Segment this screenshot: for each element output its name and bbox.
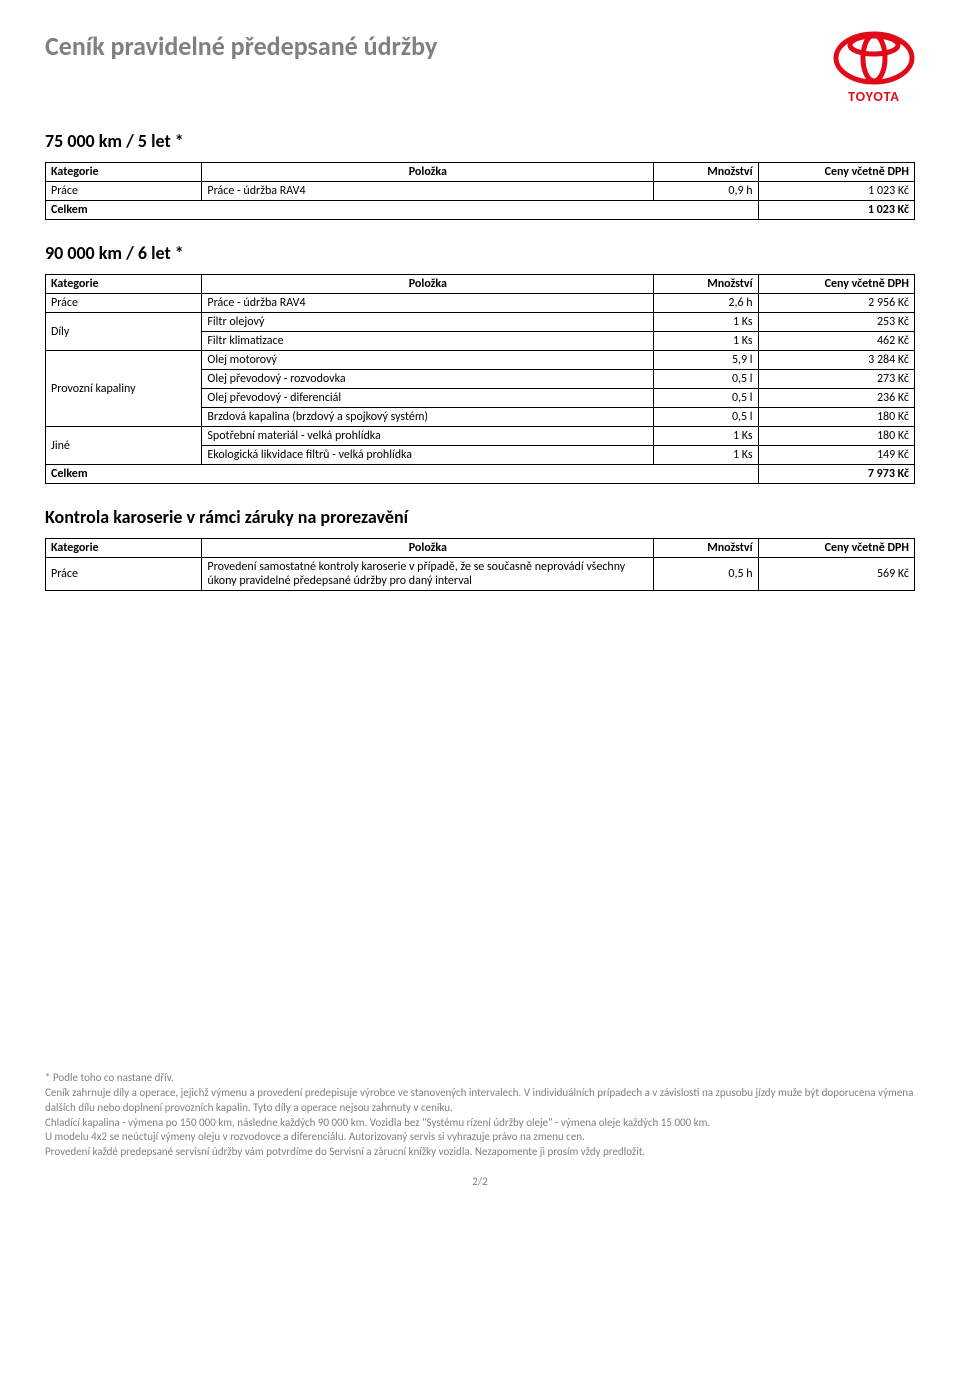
cell-qty: 0,5 l <box>654 370 758 389</box>
footnote-line: Chladící kapalina - výmena po 150 000 km… <box>45 1116 915 1131</box>
th-qty: Množství <box>654 275 758 294</box>
total-value: 7 973 Kč <box>758 465 914 484</box>
th-category: Kategorie <box>46 539 202 558</box>
cell-item: Filtr olejový <box>202 313 654 332</box>
cell-item: Spotřební materiál - velká prohlídka <box>202 427 654 446</box>
price-table-90k: Kategorie Položka Množství Ceny včetně D… <box>45 274 915 484</box>
cell-price: 569 Kč <box>758 558 914 591</box>
price-table-corrosion: Kategorie Položka Množství Ceny včetně D… <box>45 538 915 591</box>
cell-qty: 1 Ks <box>654 313 758 332</box>
cell-qty: 0,5 l <box>654 408 758 427</box>
cell-item: Práce - údržba RAV4 <box>202 294 654 313</box>
cell-category: Jiné <box>46 427 202 465</box>
table-row: Práce Provedení samostatné kontroly karo… <box>46 558 915 591</box>
cell-qty: 0,9 h <box>654 182 758 201</box>
cell-price: 1 023 Kč <box>758 182 914 201</box>
section-title-90k: 90 000 km / 6 let * <box>45 242 915 264</box>
cell-category: Díly <box>46 313 202 351</box>
table-row: Práce Práce - údržba RAV4 0,9 h 1 023 Kč <box>46 182 915 201</box>
section-title-75k: 75 000 km / 5 let * <box>45 130 915 152</box>
cell-qty: 5,9 l <box>654 351 758 370</box>
cell-category: Práce <box>46 182 202 201</box>
page-title: Ceník pravidelné předepsané údržby <box>45 30 437 62</box>
cell-qty: 0,5 l <box>654 389 758 408</box>
cell-price: 180 Kč <box>758 427 914 446</box>
toyota-logo: TOYOTA <box>833 30 915 105</box>
cell-price: 180 Kč <box>758 408 914 427</box>
cell-item: Ekologická likvidace filtrů - velká proh… <box>202 446 654 465</box>
cell-category: Provozní kapaliny <box>46 351 202 427</box>
th-category: Kategorie <box>46 275 202 294</box>
footnote-line: U modelu 4x2 se neúctují výmeny oleju v … <box>45 1130 915 1145</box>
cell-price: 236 Kč <box>758 389 914 408</box>
total-value: 1 023 Kč <box>758 201 914 220</box>
cell-item: Práce - údržba RAV4 <box>202 182 654 201</box>
cell-price: 462 Kč <box>758 332 914 351</box>
total-row: Celkem 1 023 Kč <box>46 201 915 220</box>
footnote-line: Ceník zahrnuje díly a operace, jejichž v… <box>45 1086 915 1116</box>
cell-item: Olej převodový - rozvodovka <box>202 370 654 389</box>
cell-price: 273 Kč <box>758 370 914 389</box>
table-row: Jiné Spotřební materiál - velká prohlídk… <box>46 427 915 446</box>
th-qty: Množství <box>654 163 758 182</box>
footnote-line: Provedení každé predepsané servisní údrž… <box>45 1145 915 1160</box>
cell-qty: 1 Ks <box>654 446 758 465</box>
cell-item: Olej převodový - diferenciál <box>202 389 654 408</box>
cell-item: Brzdová kapalina (brzdový a spojkový sys… <box>202 408 654 427</box>
table-row: Provozní kapaliny Olej motorový 5,9 l 3 … <box>46 351 915 370</box>
total-row: Celkem 7 973 Kč <box>46 465 915 484</box>
total-label: Celkem <box>46 201 759 220</box>
cell-qty: 2,6 h <box>654 294 758 313</box>
cell-price: 149 Kč <box>758 446 914 465</box>
cell-item: Filtr klimatizace <box>202 332 654 351</box>
th-qty: Množství <box>654 539 758 558</box>
cell-qty: 1 Ks <box>654 332 758 351</box>
table-row: Díly Filtr olejový 1 Ks 253 Kč <box>46 313 915 332</box>
cell-category: Práce <box>46 558 202 591</box>
th-category: Kategorie <box>46 163 202 182</box>
total-label: Celkem <box>46 465 759 484</box>
cell-qty: 0,5 h <box>654 558 758 591</box>
cell-category: Práce <box>46 294 202 313</box>
toyota-logo-text: TOYOTA <box>848 88 900 105</box>
cell-qty: 1 Ks <box>654 427 758 446</box>
toyota-ellipse-icon <box>833 30 915 86</box>
section-title-corrosion: Kontrola karoserie v rámci záruky na pro… <box>45 506 915 528</box>
page-number: 2/2 <box>45 1175 915 1188</box>
footnotes: * Podle toho co nastane dřív. Ceník zahr… <box>45 1071 915 1160</box>
cell-price: 2 956 Kč <box>758 294 914 313</box>
footnote-line: * Podle toho co nastane dřív. <box>45 1071 915 1086</box>
th-price: Ceny včetně DPH <box>758 539 914 558</box>
cell-price: 3 284 Kč <box>758 351 914 370</box>
th-price: Ceny včetně DPH <box>758 275 914 294</box>
cell-item: Provedení samostatné kontroly karoserie … <box>202 558 654 591</box>
cell-price: 253 Kč <box>758 313 914 332</box>
th-item: Položka <box>202 163 654 182</box>
th-price: Ceny včetně DPH <box>758 163 914 182</box>
th-item: Položka <box>202 275 654 294</box>
table-row: Práce Práce - údržba RAV4 2,6 h 2 956 Kč <box>46 294 915 313</box>
th-item: Položka <box>202 539 654 558</box>
cell-item: Olej motorový <box>202 351 654 370</box>
price-table-75k: Kategorie Položka Množství Ceny včetně D… <box>45 162 915 220</box>
